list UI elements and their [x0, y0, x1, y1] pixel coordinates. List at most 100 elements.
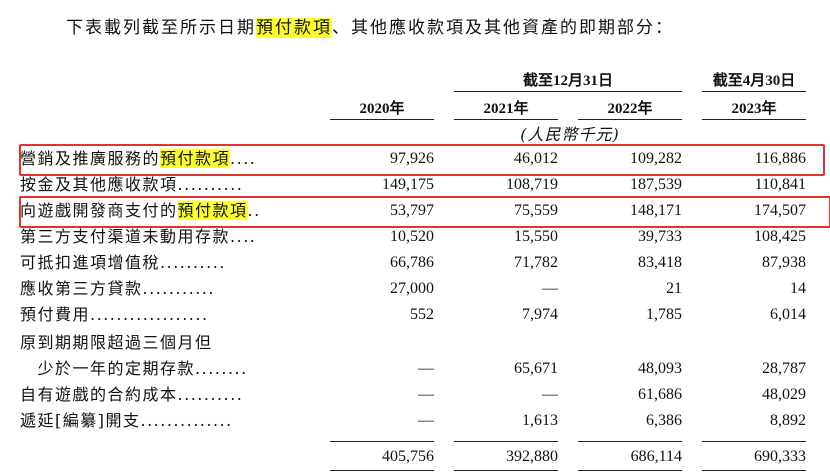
row-leader-dots: ..............	[140, 411, 233, 430]
row-label: 第三方支付渠道未動用存款....	[20, 225, 256, 249]
row-leader-dots: ..........	[177, 175, 244, 194]
row-value: —	[418, 386, 434, 403]
row-label-text: 少於一年的定期存款	[20, 359, 196, 378]
row-value: 15,550	[514, 228, 558, 245]
row-leader-dots: ..................	[90, 305, 209, 324]
annotation-box-marketing-prepayments	[19, 144, 825, 176]
year-header-2022: 2022年	[607, 101, 653, 117]
year-header-2020: 2020年	[359, 101, 405, 117]
table-row: 原到期期限超過三個月但	[0, 331, 830, 357]
row-value: 27,000	[390, 280, 434, 297]
year-header-2021: 2021年	[483, 101, 529, 117]
row-label-text: 遞延[編纂]開支	[20, 411, 141, 430]
total-bottom-rule-2020	[330, 470, 434, 471]
intro-after: 、其他應收款項及其他資產的即期部分：	[332, 18, 674, 38]
table-row: 遞延[編纂]開支.............. — 1,613 6,386 8,892	[0, 409, 830, 435]
row-label: 少於一年的定期存款........	[20, 357, 248, 381]
row-value: 87,938	[762, 254, 806, 271]
table-row: 少於一年的定期存款........ — 65,671 48,093 28,787	[0, 357, 830, 383]
row-value: 48,093	[638, 360, 682, 377]
row-value: 1,613	[522, 412, 558, 429]
annotation-box-developer-prepayments	[19, 196, 830, 228]
row-leader-dots: ..........	[160, 253, 226, 272]
total-row: 405,756 392,880 686,114 690,333	[0, 445, 830, 471]
header-group-december: 截至12月31日	[522, 73, 613, 89]
total-bottom-rule-2022	[578, 470, 682, 471]
row-leader-dots: ..........	[177, 385, 244, 404]
row-leader-dots: ........	[195, 359, 248, 378]
row-leader-dots: ...........	[142, 279, 215, 298]
row-value: —	[542, 280, 558, 297]
row-value: 46,012	[514, 150, 558, 167]
total-2021: 392,880	[506, 448, 558, 465]
row-value: 7,974	[522, 306, 558, 323]
row-label: 按金及其他應收款項..........	[20, 173, 243, 197]
header-rule-december	[454, 91, 682, 92]
row-value: 174,507	[754, 202, 806, 219]
row-value: 71,782	[514, 254, 558, 271]
row-leader-dots: ....	[230, 149, 257, 168]
row-label: 應收第三方貸款...........	[20, 277, 215, 301]
row-label-text: 向遊戲開發商支付的	[20, 201, 178, 220]
row-value: 6,386	[646, 412, 682, 429]
header-rule-april	[702, 91, 806, 92]
row-value: 66,786	[390, 254, 434, 271]
year-header-2023: 2023年	[731, 101, 777, 117]
row-value: 83,418	[638, 254, 682, 271]
row-value: 61,686	[638, 386, 682, 403]
table-row: 營銷及推廣服務的預付款項.... 97,926 46,012 109,282 116,8…	[0, 147, 830, 173]
row-value: 8,892	[770, 412, 806, 429]
row-label-text: 第三方支付渠道未動用存款	[20, 227, 231, 246]
row-label: 原到期期限超過三個月但	[20, 331, 213, 355]
row-label-text: 預付費用	[20, 305, 91, 324]
row-label-highlight: 預付款項	[177, 201, 248, 220]
total-2023: 690,333	[754, 448, 806, 465]
row-value: 39,733	[638, 228, 682, 245]
intro-before: 下表載列截至所示日期	[66, 18, 256, 38]
total-bottom-rule-2023	[702, 470, 806, 471]
row-value: 28,787	[762, 360, 806, 377]
row-value: 110,841	[754, 176, 806, 193]
table-row: 自有遊戲的合約成本.......... — — 61,686 48,029	[0, 383, 830, 409]
row-value: 148,171	[630, 202, 682, 219]
row-value: 97,926	[390, 150, 434, 167]
row-label-text: 可抵扣進項增值稅	[20, 253, 161, 272]
row-value: —	[542, 386, 558, 403]
total-2022: 686,114	[630, 448, 682, 465]
row-value: 108,719	[506, 176, 558, 193]
row-label: 自有遊戲的合約成本..........	[20, 383, 243, 407]
row-value: 187,539	[630, 176, 682, 193]
row-value: 109,282	[630, 150, 682, 167]
row-label: 預付費用..................	[20, 303, 209, 327]
total-bottom-rule-2021	[454, 470, 558, 471]
row-value: 48,029	[762, 386, 806, 403]
table-row: 預付費用.................. 552 7,974 1,785 6,014	[0, 303, 830, 329]
row-value: 1,785	[646, 306, 682, 323]
row-value: —	[418, 360, 434, 377]
row-value: 65,671	[514, 360, 558, 377]
table-row: 應收第三方貸款........... 27,000 — 21 14	[0, 277, 830, 303]
row-label-text: 應收第三方貸款	[20, 279, 143, 298]
total-top-rule-2022	[578, 441, 682, 442]
row-value: 116,886	[754, 150, 806, 167]
row-label-text: 原到期期限超過三個月但	[20, 333, 213, 352]
year-rule-2023	[702, 119, 806, 120]
row-value: 149,175	[382, 176, 434, 193]
table-row: 向遊戲開發商支付的預付款項.. 53,797 75,559 148,171 174,50…	[0, 199, 830, 225]
row-label-text: 按金及其他應收款項	[20, 175, 178, 194]
total-top-rule-2021	[454, 441, 558, 442]
header-group-april: 截至4月30日	[712, 73, 796, 89]
year-rule-2020	[330, 119, 434, 120]
row-label: 向遊戲開發商支付的預付款項..	[20, 199, 261, 223]
row-label-text: 營銷及推廣服務的	[20, 149, 161, 168]
row-label: 營銷及推廣服務的預付款項....	[20, 147, 256, 171]
row-label: 遞延[編纂]開支..............	[20, 409, 233, 433]
total-top-rule-2023	[702, 441, 806, 442]
table-row: 第三方支付渠道未動用存款.... 10,520 15,550 39,733 108,42…	[0, 225, 830, 251]
row-value: 75,559	[514, 202, 558, 219]
row-value: 14	[790, 280, 806, 297]
year-rule-2022	[578, 119, 682, 120]
intro-text: 下表載列截至所示日期預付款項、其他應收款項及其他資產的即期部分：	[66, 13, 674, 38]
table-row: 按金及其他應收款項.......... 149,175 108,719 187,539…	[0, 173, 830, 199]
row-value: 21	[666, 280, 682, 297]
